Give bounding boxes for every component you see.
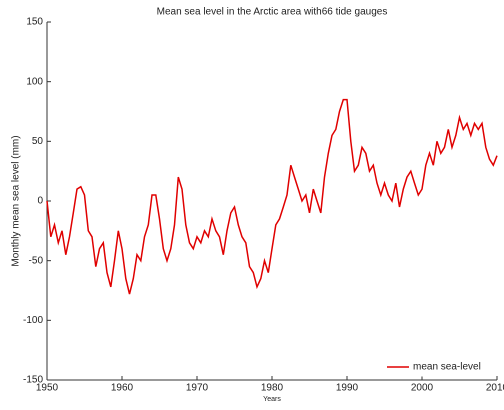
y-tick-label: -150 <box>23 375 43 386</box>
x-tick-label: 2010 <box>486 383 504 394</box>
y-tick-label: 150 <box>26 17 43 28</box>
y-tick-label: -100 <box>23 315 43 326</box>
y-tick-label: 100 <box>26 76 43 87</box>
x-tick-label: 2000 <box>411 383 434 394</box>
y-tick-label: 0 <box>37 196 43 207</box>
y-axis-label: Monthly mean sea level (mm) <box>11 135 22 266</box>
x-axis-label: Years <box>263 396 281 403</box>
y-tick-label: 50 <box>32 136 44 147</box>
legend-label: mean sea-level <box>413 362 481 373</box>
y-tick-label: -50 <box>29 255 44 266</box>
legend-box <box>382 357 494 377</box>
x-tick-label: 1980 <box>261 383 284 394</box>
x-tick-label: 1970 <box>186 383 209 394</box>
x-tick-label: 1960 <box>111 383 134 394</box>
data-line <box>46 98 498 295</box>
x-tick-label: 1950 <box>36 383 59 394</box>
x-tick-label: 1990 <box>336 383 359 394</box>
chart-title: Mean sea level in the Arctic area with66… <box>157 7 388 18</box>
